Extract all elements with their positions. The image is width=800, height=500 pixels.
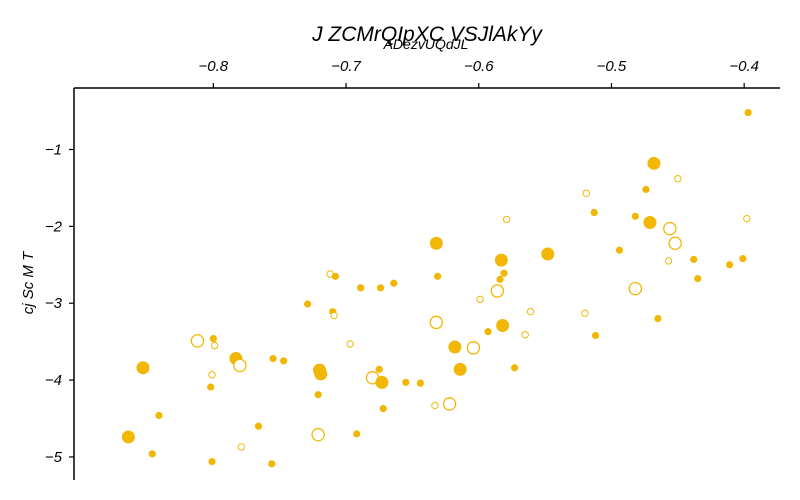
scatter-point-filled	[269, 354, 277, 363]
scatter-point-filled	[331, 272, 340, 280]
scatter-point-filled	[496, 275, 504, 283]
scatter-point-filled	[510, 364, 519, 372]
chart-subtitle: ADezvUQdJL	[383, 36, 469, 52]
scatter-point-filled	[375, 375, 389, 389]
scatter-point-filled	[390, 279, 398, 287]
scatter-point-hollow	[442, 397, 457, 411]
scatter-point-filled	[376, 284, 385, 292]
scatter-point-hollow	[346, 340, 354, 348]
scatter-point-hollow	[663, 221, 677, 236]
ticks: −0.8 −0.7 −0.6 −0.5 −0.4 −1 −2 −3 −4 −5	[45, 58, 759, 466]
scatter-point-hollow	[628, 281, 643, 296]
scatter-point-filled	[615, 246, 624, 254]
scatter-point-filled	[642, 185, 650, 194]
scatter-point-filled	[208, 457, 216, 466]
scatter-point-hollow	[311, 427, 325, 442]
scatter-point-filled	[207, 383, 215, 391]
scatter-point-filled	[136, 361, 150, 375]
chart-title: J ZCMrQIpXC VSJlAkYy	[311, 23, 543, 46]
scatter-point-filled	[453, 362, 467, 376]
scatter-point-filled	[494, 253, 508, 267]
scatter-point-filled	[357, 284, 365, 292]
x-tick-label: −0.7	[331, 58, 361, 75]
scatter-point-hollow	[466, 341, 481, 355]
y-axis-title: cj Sc M T	[20, 250, 37, 314]
y-tick-label: −5	[45, 449, 63, 466]
scatter-point-hollow	[330, 311, 338, 320]
scatter-point-hollow	[476, 295, 484, 304]
y-tick-label: −3	[45, 295, 63, 312]
scatter-point-hollow	[208, 370, 216, 379]
scatter-point-hollow	[674, 174, 682, 183]
scatter-point-filled	[402, 378, 410, 386]
x-tick-label: −0.8	[199, 58, 229, 75]
scatter-point-filled	[268, 460, 276, 468]
y-tick-label: −1	[45, 141, 62, 158]
scatter-point-filled	[496, 319, 510, 333]
axes	[73, 87, 780, 480]
scatter-point-filled	[121, 430, 135, 444]
scatter-point-hollow	[743, 214, 751, 223]
scatter-point-filled	[694, 275, 702, 283]
scatter-point-filled	[148, 450, 156, 458]
scatter-point-hollow	[490, 284, 505, 298]
scatter-point-filled	[209, 334, 217, 343]
scatter-point-filled	[416, 379, 424, 387]
scatter-point-filled	[254, 422, 263, 430]
scatter-point-hollow	[502, 215, 511, 224]
scatter-point-hollow	[521, 331, 529, 339]
scatter-point-filled	[375, 365, 383, 373]
scatter-point-filled	[379, 404, 387, 413]
scatter-point-hollow	[431, 401, 439, 410]
scatter-point-hollow	[237, 443, 245, 451]
scatter-point-filled	[155, 411, 163, 420]
scatter-point-filled	[631, 212, 639, 220]
scatter-point-hollow	[668, 236, 682, 251]
scatter-point-filled	[647, 156, 661, 170]
x-tick-label: −0.4	[729, 58, 759, 75]
scatter-point-hollow	[582, 189, 590, 198]
scatter-point-filled	[448, 340, 462, 354]
scatter-point-hollow	[526, 307, 535, 316]
scatter-point-hollow	[190, 334, 205, 348]
scatter-point-filled	[429, 236, 443, 250]
scatter-point-filled	[303, 300, 312, 308]
scatter-point-filled	[541, 247, 555, 261]
x-tick-label: −0.5	[597, 58, 627, 75]
y-tick-label: −2	[45, 218, 63, 235]
scatter-point-filled	[500, 269, 508, 277]
scatter-point-filled	[591, 331, 600, 340]
scatter-point-filled	[353, 430, 361, 438]
scatter-point-filled	[314, 367, 328, 381]
scatter-point-hollow	[581, 309, 589, 317]
scatter-point-filled	[590, 208, 598, 217]
x-tick-label: −0.6	[464, 58, 494, 75]
y-tick-label: −4	[45, 372, 62, 389]
scatter-point-filled	[739, 255, 747, 263]
scatter-point-filled	[744, 108, 752, 117]
scatter-point-hollow	[429, 315, 444, 330]
scatter-point-hollow	[210, 341, 219, 350]
scatter-point-filled	[690, 255, 698, 264]
scatter-point-filled	[654, 314, 662, 323]
scatter-point-filled	[314, 391, 322, 399]
scatter-point-filled	[643, 216, 657, 230]
scatter-point-filled	[725, 261, 734, 269]
scatter-point-filled	[484, 328, 492, 336]
scatter-point-filled	[280, 357, 288, 365]
scatter-point-hollow	[664, 257, 673, 265]
scatter-point-hollow	[233, 358, 247, 373]
scatter-points	[121, 108, 752, 468]
scatter-point-filled	[434, 272, 442, 280]
